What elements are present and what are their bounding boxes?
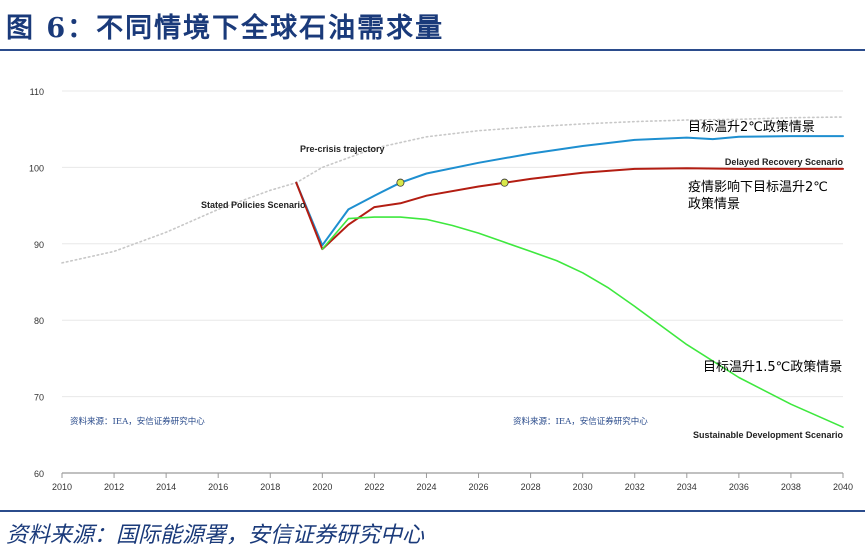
x-tick-label: 2020 <box>312 482 332 492</box>
x-tick-label: 2034 <box>677 482 697 492</box>
footer-source: 资料来源：国际能源署，安信证券研究中心 <box>6 523 425 548</box>
y-tick-label: 90 <box>34 240 44 250</box>
inner-source-right: 资料来源：IEA，安信证券研究中心 <box>513 416 648 427</box>
y-tick-label: 60 <box>34 469 44 479</box>
x-tick-label: 2040 <box>833 482 853 492</box>
series-line-pre-crisis-trajectory <box>61 116 844 264</box>
x-tick-label: 2032 <box>625 482 645 492</box>
page-title: 图 6：不同情境下全球石油需求量 <box>6 13 445 44</box>
y-tick-label: 70 <box>34 393 44 403</box>
x-tick-label: 2038 <box>781 482 801 492</box>
footer-divider <box>0 510 865 512</box>
inner-source-left: 资料来源：IEA，安信证券研究中心 <box>70 416 205 427</box>
stated-policies-label: Stated Policies Scenario <box>201 200 306 210</box>
x-tick-label: 2036 <box>729 482 749 492</box>
series-marker <box>500 178 509 187</box>
precrisis-label: Pre-crisis trajectory <box>300 144 385 154</box>
x-tick-label: 2022 <box>364 482 384 492</box>
delayed-recovery-cn-label-2: 政策情景 <box>688 196 740 212</box>
y-tick-label: 100 <box>29 163 44 173</box>
series-marker <box>396 178 405 187</box>
y-tick-label: 80 <box>34 316 44 326</box>
x-tick-label: 2010 <box>52 482 72 492</box>
series-line-sustainable-development-scenario <box>321 216 844 428</box>
series-line-stated-policies-scenario <box>295 135 844 247</box>
series-markers <box>396 178 509 187</box>
x-tick-label: 2014 <box>156 482 176 492</box>
x-tick-label: 2018 <box>260 482 280 492</box>
y-tick-label: 110 <box>30 87 44 97</box>
header-divider <box>0 49 865 51</box>
sustainable-cn-label: 目标温升1.5℃政策情景 <box>703 359 842 375</box>
x-tick-label: 2026 <box>469 482 489 492</box>
sustainable-development-label: Sustainable Development Scenario <box>693 430 844 440</box>
x-axis: 2010 2012 2014 2016 2018 2020 2022 2024 2026 2028… <box>52 473 853 492</box>
x-tick-label: 2030 <box>573 482 593 492</box>
gridlines <box>62 90 843 474</box>
y-axis: 60 70 80 90 100 110 <box>29 87 44 479</box>
delayed-recovery-label: Delayed Recovery Scenario <box>725 157 844 167</box>
x-tick-label: 2024 <box>416 482 436 492</box>
stated-policies-cn-label: 目标温升2℃政策情景 <box>688 119 815 135</box>
x-tick-label: 2016 <box>208 482 228 492</box>
x-tick-label: 2028 <box>521 482 541 492</box>
x-tick-label: 2012 <box>104 482 124 492</box>
delayed-recovery-cn-label-1: 疫情影响下目标温升2℃ <box>688 179 828 195</box>
